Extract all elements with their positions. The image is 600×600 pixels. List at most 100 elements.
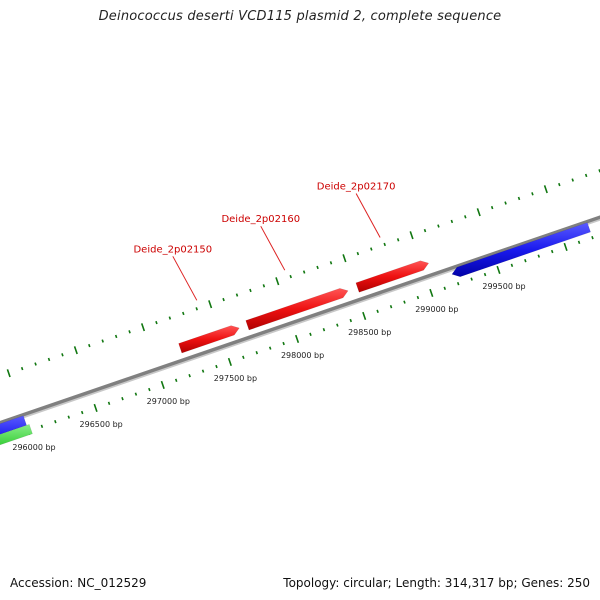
forward-gene-arrow[interactable]	[245, 288, 349, 331]
outer-tick-mark	[504, 201, 507, 205]
inner-tick-mark	[309, 332, 312, 336]
inner-tick-mark	[443, 286, 447, 290]
inner-tick-mark	[483, 272, 487, 277]
outer-tick-mark	[490, 205, 494, 210]
outer-tick-mark	[20, 366, 24, 371]
tick-label: 296500 bp	[80, 420, 123, 429]
outer-tick-mark	[437, 224, 440, 228]
gene-labels-layer: Deide_2p02150 Deide_2p02160 Deide_2p02170	[133, 182, 395, 301]
inner-tick-mark	[80, 410, 84, 415]
outer-tick-mark	[383, 242, 386, 247]
gene-label-leader	[172, 256, 198, 301]
inner-tick-mark	[470, 277, 473, 281]
forward-gene-arrow[interactable]	[178, 325, 240, 354]
reverse-gene-arrow[interactable]	[451, 222, 591, 277]
inner-tick-mark	[577, 240, 581, 244]
gene-label-leader	[260, 225, 286, 271]
outer-tick-mark	[222, 297, 225, 302]
inner-tick-mark	[362, 311, 367, 320]
inner-tick-mark	[322, 328, 326, 332]
backbone-shadow	[0, 216, 600, 427]
outer-tick-mark	[329, 261, 333, 265]
outer-tick-mark	[423, 228, 427, 233]
inner-tick-mark	[40, 424, 44, 428]
outer-tick-mark	[249, 288, 252, 293]
outer-tick-mark	[235, 293, 239, 297]
inner-tick-mark	[376, 309, 379, 313]
tick-label: 299000 bp	[415, 305, 458, 314]
outer-tick-mark	[128, 330, 131, 334]
inner-tick-mark	[510, 263, 514, 267]
outer-tick-mark	[531, 192, 534, 196]
outer-tick-mark	[342, 254, 347, 263]
outer-tick-mark	[370, 247, 373, 251]
gene-label: Deide_2p02160	[221, 214, 300, 225]
outer-tick-mark	[558, 182, 561, 187]
outer-tick-mark	[195, 307, 198, 311]
accession-label: Accession: NC_012529	[10, 576, 147, 590]
outer-tick-mark	[88, 343, 91, 348]
tick-label: 298000 bp	[281, 351, 324, 360]
gene-label-leader	[355, 193, 381, 238]
outer-tick-mark	[543, 185, 548, 194]
outer-tick-mark	[396, 238, 400, 242]
inner-tick-mark	[121, 397, 124, 401]
outer-tick-mark	[101, 339, 104, 343]
gene-label: Deide_2p02150	[133, 244, 212, 255]
inner-tick-mark	[524, 259, 527, 263]
inner-tick-mark	[148, 387, 151, 392]
outer-tick-mark	[208, 300, 213, 309]
inner-tick-mark	[336, 323, 339, 327]
inner-tick-mark	[160, 380, 165, 389]
inner-tick-mark	[215, 364, 218, 369]
inner-tick-mark	[174, 378, 178, 382]
outer-tick-mark	[584, 173, 588, 178]
inner-tick-mark	[188, 374, 191, 378]
sequence-summary: Topology: circular; Length: 314,317 bp; …	[283, 576, 590, 590]
inner-tick-mark	[429, 288, 434, 297]
inner-tick-mark	[242, 355, 245, 359]
inner-tick-mark	[403, 300, 406, 304]
outer-tick-mark	[409, 231, 414, 240]
inner-tick-mark	[107, 401, 111, 405]
outer-tick-mark	[73, 346, 78, 355]
outer-tick-mark	[34, 362, 37, 366]
inner-tick-mark	[563, 242, 568, 251]
inner-tick-mark	[227, 357, 232, 366]
inner-tick-mark	[389, 305, 393, 309]
outer-tick-mark	[61, 353, 64, 357]
tick-label: 297000 bp	[147, 397, 190, 406]
forward-gene-arrow[interactable]	[355, 260, 430, 293]
gene-label: Deide_2p02170	[317, 182, 396, 193]
inner-tick-mark	[349, 318, 353, 323]
outer-tick-mark	[356, 251, 360, 256]
outer-tick-mark	[316, 265, 319, 270]
inner-tick-mark	[201, 369, 205, 373]
outer-tick-mark	[155, 320, 158, 325]
outer-tick-mark	[47, 357, 51, 362]
map-title: Deinococcus deserti VCD115 plasmid 2, co…	[98, 9, 502, 24]
outer-tick-mark	[289, 274, 292, 279]
outer-tick-mark	[6, 369, 11, 378]
outer-tick-mark	[302, 270, 306, 274]
reverse-gene-arrow[interactable]	[0, 415, 27, 460]
inner-tick-mark	[282, 341, 285, 346]
outer-tick-mark	[275, 277, 280, 286]
tick-label: 296000 bp	[12, 443, 55, 452]
inner-tick-mark	[93, 403, 98, 412]
outer-tick-mark	[450, 219, 454, 224]
outer-tick-mark	[140, 323, 146, 332]
other-gene-arrow[interactable]	[0, 424, 33, 469]
outer-tick-mark	[114, 334, 118, 339]
inner-tick-mark	[591, 236, 594, 240]
outer-tick-mark	[168, 316, 172, 320]
inner-tick-mark	[496, 265, 501, 274]
backbone-layer	[0, 215, 600, 427]
inner-tick-mark	[456, 282, 460, 286]
outer-tick-mark	[476, 208, 481, 217]
inner-tick-mark	[134, 392, 138, 396]
tick-label: 297500 bp	[214, 374, 257, 383]
inner-tick-mark	[550, 249, 554, 254]
inner-tick-mark	[67, 415, 71, 419]
